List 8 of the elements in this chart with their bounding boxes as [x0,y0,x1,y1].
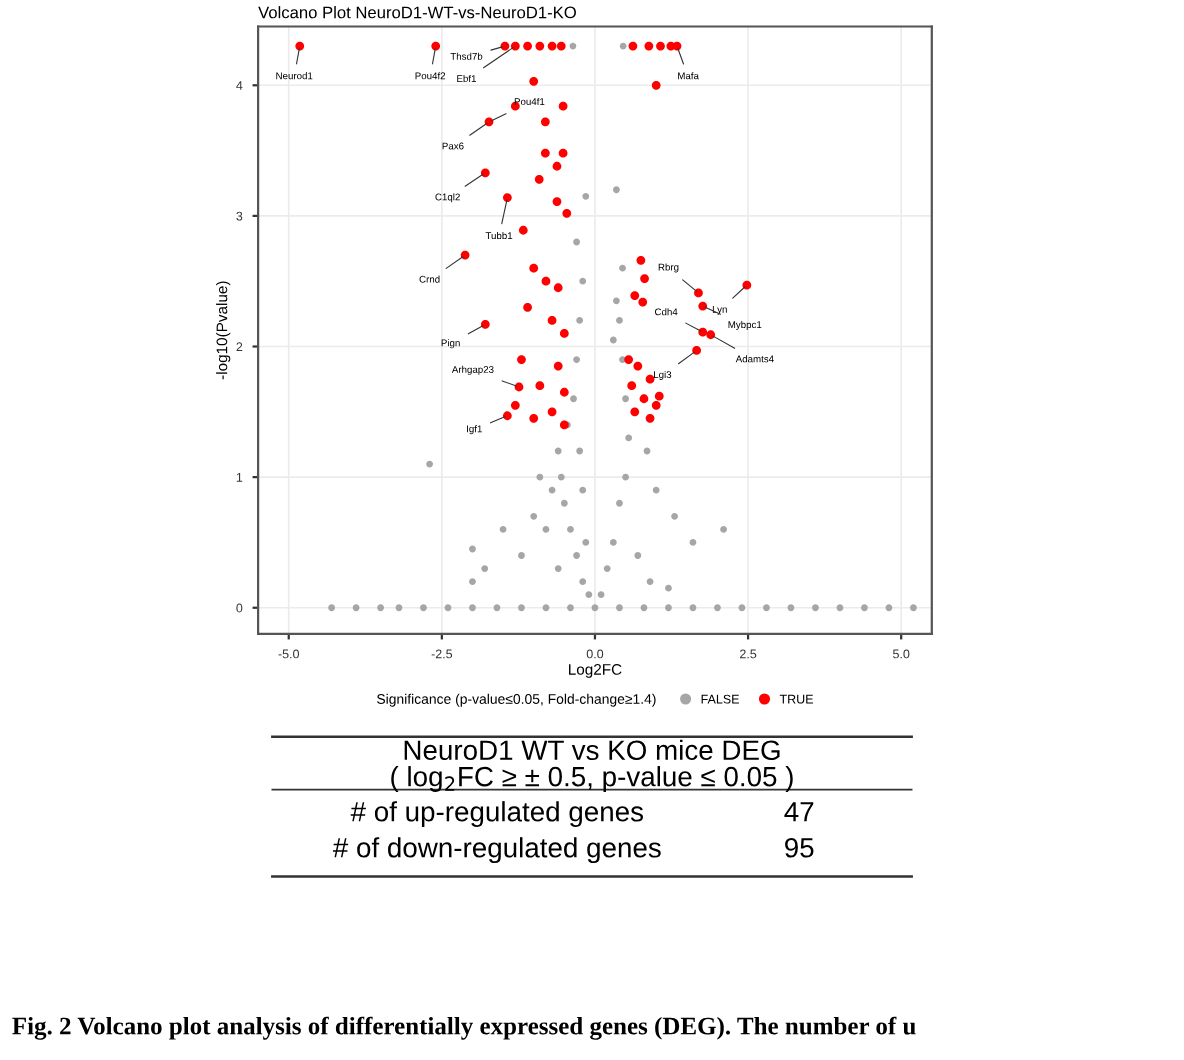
text: NeuroD1 WT vs KO mice DEG [404,739,780,761]
caption: Fig. 2 Volcano plot analysis of differentially expressed genes (DEG). The number of u [12,1016,916,1040]
text: ( log$_{2}$FC ≥ ± 0.5, p-value ≤ 0.05 ) [391,766,793,792]
text: # of up-regulated genes [350,801,644,828]
text: 47 [784,802,814,822]
text: # of down-regulated genes [332,837,661,864]
text: 95 [785,837,814,858]
chart-title: Volcano Plot NeuroD1-WT-vs-NeuroD1-KO [258,6,576,19]
